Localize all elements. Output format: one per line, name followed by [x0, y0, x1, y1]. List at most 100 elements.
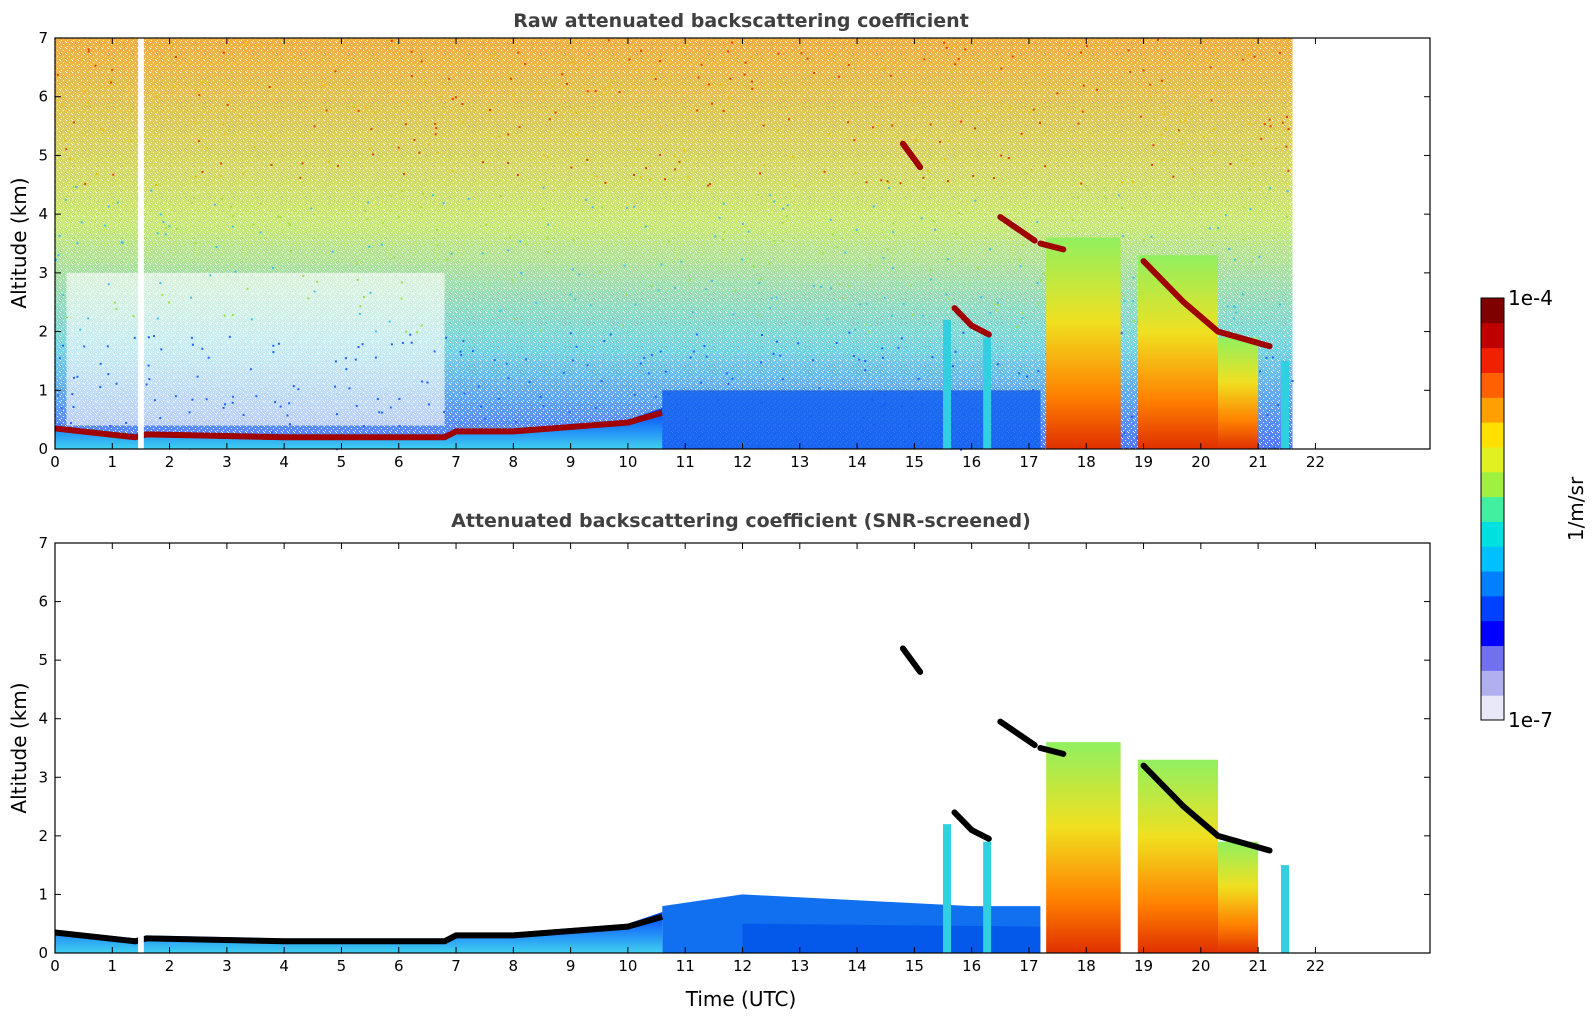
- noise-dot: [1000, 102, 1003, 105]
- noise-dot: [357, 109, 360, 112]
- noise-dot: [852, 355, 855, 358]
- noise-dot: [450, 252, 453, 255]
- noise-dot: [451, 169, 454, 172]
- noise-dot: [823, 170, 826, 173]
- noise-dot: [528, 380, 531, 383]
- noise-dot: [270, 164, 273, 167]
- noise-dot: [1072, 219, 1075, 222]
- noise-dot: [664, 370, 667, 373]
- noise-dot: [679, 49, 682, 52]
- noise-dot: [507, 377, 510, 380]
- noise-dot: [316, 280, 319, 283]
- noise-dot: [427, 403, 430, 406]
- noise-dot: [423, 81, 426, 84]
- noise-dot: [781, 378, 784, 381]
- noise-dot: [1228, 248, 1231, 251]
- noise-dot: [520, 271, 523, 274]
- noise-dot: [1131, 300, 1134, 303]
- noise-dot: [577, 67, 580, 70]
- noise-dot: [865, 181, 868, 184]
- noise-dot: [115, 307, 118, 310]
- noise-dot: [398, 424, 401, 427]
- noise-dot: [1021, 311, 1024, 314]
- noise-dot: [546, 237, 549, 240]
- noise-dot: [514, 318, 517, 321]
- noise-dot: [1291, 380, 1294, 383]
- noise-dot: [345, 368, 348, 371]
- noise-dot: [836, 246, 839, 249]
- noise-dot: [288, 402, 291, 405]
- noise-dot: [658, 126, 661, 129]
- noise-dot: [1071, 42, 1074, 45]
- noise-dot: [1269, 125, 1272, 128]
- noise-dot: [223, 403, 226, 406]
- noise-dot: [643, 356, 646, 359]
- noise-dot: [722, 202, 725, 205]
- noise-dot: [460, 353, 463, 356]
- noise-dot: [60, 407, 63, 410]
- fall-streak: [943, 319, 952, 449]
- noise-dot: [535, 301, 538, 304]
- noise-dot: [722, 238, 725, 241]
- noise-dot: [524, 62, 527, 65]
- precipitation-shaft: [1218, 841, 1259, 953]
- noise-dot: [405, 330, 408, 333]
- colorbar-cell: [1481, 645, 1504, 671]
- noise-dot: [191, 343, 194, 346]
- noise-dot: [601, 206, 604, 209]
- noise-dot: [129, 110, 132, 113]
- noise-dot: [729, 77, 732, 80]
- noise-dot: [1126, 68, 1129, 71]
- noise-dot: [725, 372, 728, 375]
- noise-dot: [699, 381, 702, 384]
- noise-dot: [416, 331, 419, 334]
- x-tick-label: 11: [676, 957, 695, 975]
- noise-dot: [761, 333, 764, 336]
- noise-dot: [1248, 187, 1251, 190]
- noise-dot: [147, 364, 150, 367]
- noise-dot: [1079, 145, 1082, 148]
- noise-dot: [413, 138, 416, 141]
- noise-dot: [1265, 356, 1268, 359]
- noise-dot: [87, 317, 90, 320]
- noise-dot: [87, 48, 90, 51]
- noise-dot: [120, 240, 123, 243]
- noise-dot: [1263, 123, 1266, 126]
- noise-dot: [438, 95, 441, 98]
- noise-dot: [361, 343, 364, 346]
- noise-dot: [471, 349, 474, 352]
- noise-dot: [462, 340, 465, 343]
- noise-dot: [664, 178, 667, 181]
- noise-dot: [1103, 186, 1106, 189]
- noise-dot: [867, 330, 870, 333]
- noise-dot: [277, 342, 280, 345]
- x-tick-label: 19: [1134, 957, 1153, 975]
- noise-dot: [487, 80, 490, 83]
- noise-dot: [927, 169, 930, 172]
- noise-dot: [65, 148, 68, 151]
- noise-dot: [207, 356, 210, 359]
- x-tick-label: 5: [337, 957, 347, 975]
- screened-x-ticks: 0 1 2 3 4 5 6 7 8 9 10 11 12 13 14 15 16 17 18 19 20 21 22: [50, 543, 1325, 975]
- noise-dot: [102, 129, 105, 132]
- noise-dot: [678, 160, 681, 163]
- noise-dot: [691, 311, 694, 314]
- noise-dot: [1217, 227, 1220, 230]
- noise-dot: [519, 240, 522, 243]
- noise-dot: [974, 199, 977, 202]
- noise-dot: [1037, 370, 1040, 373]
- noise-dot: [410, 341, 413, 344]
- noise-dot: [1037, 302, 1040, 305]
- noise-dot: [1277, 404, 1280, 407]
- noise-dot: [112, 173, 115, 176]
- noise-dot: [196, 375, 199, 378]
- noise-dot: [1044, 165, 1047, 168]
- noise-dot: [174, 55, 177, 58]
- screened-heatmap: [54, 543, 1290, 953]
- noise-dot: [967, 99, 970, 102]
- y-tick-label: 2: [38, 323, 48, 341]
- noise-dot: [917, 377, 920, 380]
- noise-dot: [252, 223, 255, 226]
- noise-dot: [929, 269, 932, 272]
- noise-dot: [734, 289, 737, 292]
